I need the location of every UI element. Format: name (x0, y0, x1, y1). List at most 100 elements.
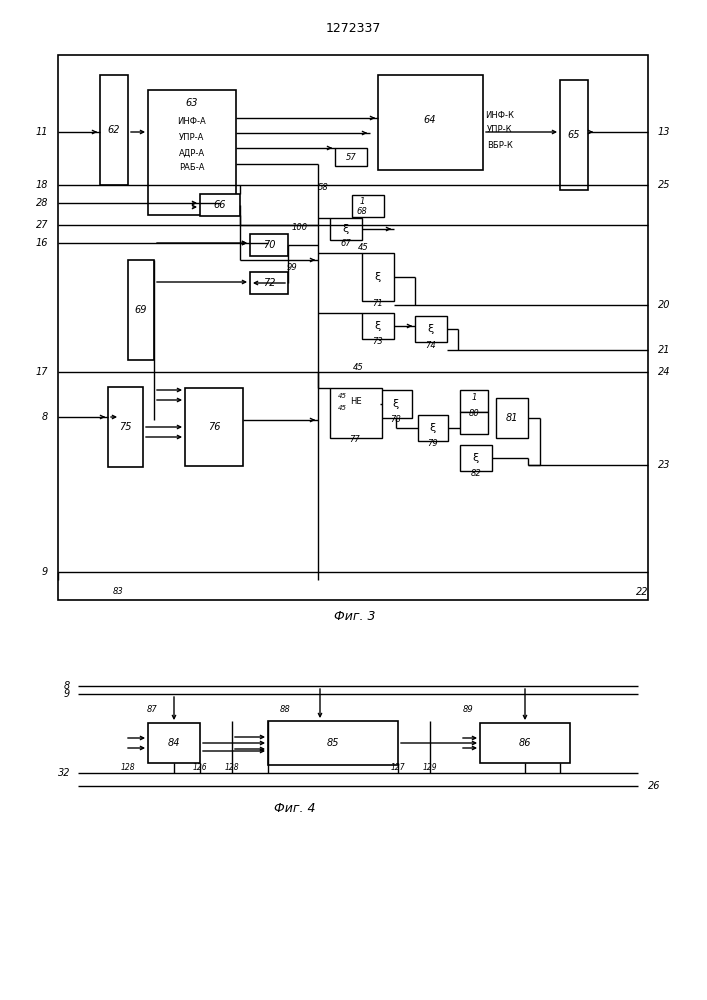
Text: 22: 22 (636, 587, 648, 597)
Text: 64: 64 (423, 115, 436, 125)
Text: ξ: ξ (473, 453, 479, 463)
Text: 11: 11 (35, 127, 48, 137)
Text: УПР-А: УПР-А (180, 133, 205, 142)
Text: 21: 21 (658, 345, 670, 355)
Text: 100: 100 (292, 224, 308, 232)
Text: 74: 74 (426, 340, 436, 350)
Bar (415, 316, 447, 342)
Text: 71: 71 (373, 300, 383, 308)
Bar (100, 75, 128, 185)
Bar (378, 75, 483, 170)
Text: 70: 70 (263, 240, 275, 250)
Text: Фиг. 3: Фиг. 3 (334, 610, 375, 624)
Text: 86: 86 (519, 738, 531, 748)
Text: 66: 66 (214, 200, 226, 210)
Text: ИНФ-К: ИНФ-К (486, 110, 515, 119)
Text: 82: 82 (471, 468, 481, 478)
Text: 79: 79 (428, 438, 438, 448)
Text: 77: 77 (350, 436, 361, 444)
Text: 1272337: 1272337 (325, 21, 380, 34)
Text: 128: 128 (121, 764, 135, 772)
Bar (148, 90, 236, 215)
Text: 128: 128 (225, 764, 239, 772)
Text: 23: 23 (658, 460, 670, 470)
Text: 8: 8 (64, 681, 70, 691)
Text: 99: 99 (286, 263, 298, 272)
Text: 32: 32 (57, 768, 70, 778)
Text: 1: 1 (359, 198, 365, 207)
Text: 18: 18 (35, 180, 48, 190)
Text: 84: 84 (168, 738, 180, 748)
Bar (496, 398, 528, 438)
Bar (480, 723, 570, 763)
Bar (108, 387, 143, 467)
Text: 81: 81 (506, 413, 518, 423)
Bar (128, 260, 154, 360)
Text: 9: 9 (64, 689, 70, 699)
Bar (460, 390, 488, 412)
Text: 80: 80 (469, 410, 479, 418)
Bar (335, 148, 367, 166)
Text: 45: 45 (337, 405, 346, 411)
Text: 27: 27 (35, 220, 48, 230)
Text: 75: 75 (119, 422, 132, 432)
Text: 72: 72 (263, 278, 275, 288)
Text: 28: 28 (35, 198, 48, 208)
Text: 1: 1 (472, 393, 477, 402)
Bar (185, 388, 243, 466)
Text: 65: 65 (568, 130, 580, 140)
Text: 20: 20 (658, 300, 670, 310)
Text: ξ: ξ (393, 399, 399, 409)
Text: РАБ-А: РАБ-А (180, 163, 205, 172)
Bar (460, 412, 488, 434)
Text: НЕ: НЕ (350, 397, 362, 406)
Text: 68: 68 (356, 208, 368, 217)
Text: ξ: ξ (430, 423, 436, 433)
Bar (418, 415, 448, 441)
Bar (58, 55, 648, 600)
Text: 126: 126 (193, 764, 207, 772)
Bar (362, 313, 394, 339)
Text: 85: 85 (327, 738, 339, 748)
Text: 45: 45 (353, 363, 363, 372)
Text: 127: 127 (391, 764, 405, 772)
Text: 16: 16 (35, 238, 48, 248)
Text: 76: 76 (208, 422, 221, 432)
Bar (148, 723, 200, 763)
Text: 57: 57 (346, 152, 356, 161)
Text: ξ: ξ (375, 321, 381, 331)
Text: УПР-К: УПР-К (487, 125, 513, 134)
Bar (560, 80, 588, 190)
Bar (352, 195, 384, 217)
Bar (330, 388, 382, 438)
Text: 78: 78 (391, 416, 402, 424)
Text: ξ: ξ (375, 272, 381, 282)
Text: 9: 9 (42, 567, 48, 577)
Text: Фиг. 4: Фиг. 4 (274, 802, 316, 814)
Text: 89: 89 (462, 706, 474, 714)
Bar (250, 234, 288, 256)
Text: 24: 24 (658, 367, 670, 377)
Bar (460, 445, 492, 471)
Bar (200, 194, 240, 216)
Text: 62: 62 (107, 125, 120, 135)
Text: 67: 67 (341, 238, 351, 247)
Bar (380, 390, 412, 418)
Bar (362, 253, 394, 301)
Text: ξ: ξ (428, 324, 434, 334)
Bar (250, 272, 288, 294)
Text: 45: 45 (337, 393, 346, 399)
Text: 8: 8 (42, 412, 48, 422)
Text: 17: 17 (35, 367, 48, 377)
Text: 87: 87 (146, 706, 158, 714)
Text: ИНФ-А: ИНФ-А (177, 117, 206, 126)
Text: 88: 88 (280, 706, 291, 714)
Text: АДР-А: АДР-А (179, 148, 205, 157)
Text: 13: 13 (658, 127, 670, 137)
Text: 45: 45 (358, 243, 368, 252)
Text: 25: 25 (658, 180, 670, 190)
Text: 58: 58 (317, 184, 328, 192)
Text: ВБР-К: ВБР-К (487, 140, 513, 149)
Text: 26: 26 (648, 781, 660, 791)
Text: ξ: ξ (343, 224, 349, 234)
